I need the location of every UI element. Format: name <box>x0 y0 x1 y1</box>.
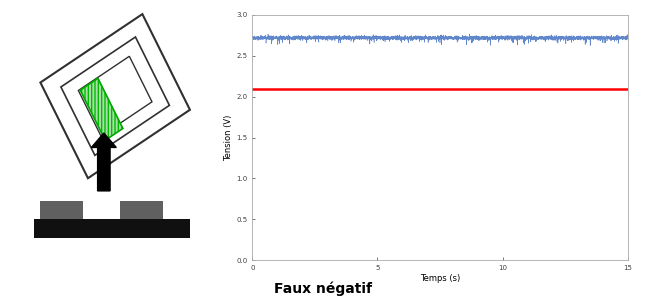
Y-axis label: Tension (V): Tension (V) <box>225 114 234 161</box>
Bar <box>34 219 190 238</box>
Polygon shape <box>80 78 123 140</box>
Text: Faux négatif: Faux négatif <box>274 282 373 296</box>
X-axis label: Temps (s): Temps (s) <box>420 274 460 283</box>
Bar <box>120 202 163 219</box>
FancyArrow shape <box>91 133 116 191</box>
Bar <box>40 202 83 219</box>
